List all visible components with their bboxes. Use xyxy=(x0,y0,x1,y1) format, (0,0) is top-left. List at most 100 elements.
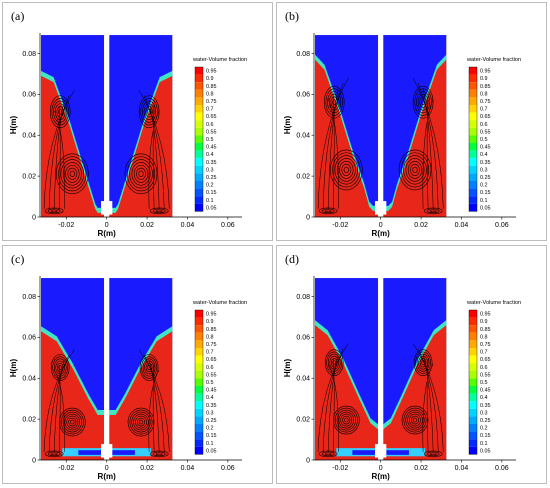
x-tick-label: 0 xyxy=(105,222,109,229)
legend-level-label: 0.1 xyxy=(206,441,214,447)
legend-swatch xyxy=(195,401,203,409)
legend-swatch xyxy=(195,340,203,348)
legend-swatch xyxy=(195,173,203,181)
legend-swatch xyxy=(195,203,203,212)
legend-swatch xyxy=(195,74,203,83)
legend-level-label: 0.8 xyxy=(206,91,214,97)
legend-swatch xyxy=(469,112,477,121)
legend-level-label: 0.6 xyxy=(206,122,214,128)
legend-title: water-Volume fraction xyxy=(466,57,521,63)
y-tick-label: 0.08 xyxy=(296,294,310,301)
legend-level-label: 0.4 xyxy=(480,152,488,158)
legend-swatch xyxy=(195,386,203,394)
legend-swatch xyxy=(469,386,477,394)
legend-level-label: 0.55 xyxy=(480,129,491,135)
impeller-block xyxy=(375,444,387,458)
legend-swatch xyxy=(195,127,203,136)
legend-level-label: 0.6 xyxy=(480,122,488,128)
y-tick-label: 0 xyxy=(32,457,36,464)
streamlines xyxy=(317,343,444,452)
legend-frame xyxy=(194,309,204,455)
y-tick-label: 0 xyxy=(306,457,310,464)
legend-level-label: 0.8 xyxy=(206,334,214,340)
vortex-right-lower xyxy=(401,405,429,435)
legend-title: water-Volume fraction xyxy=(466,300,521,306)
legend-swatch xyxy=(469,181,477,189)
y-tick-label: 0.04 xyxy=(296,133,310,140)
legend-level-label: 0.05 xyxy=(206,205,217,211)
impeller-shaft xyxy=(378,277,384,460)
legend-level-label: 0.5 xyxy=(206,380,214,386)
legend-frame xyxy=(468,309,478,455)
legend-swatch xyxy=(195,82,203,90)
x-tick-label: 0 xyxy=(379,465,383,472)
legend-swatch xyxy=(469,150,477,159)
legend-level-label: 0.85 xyxy=(480,327,491,333)
legend-swatch xyxy=(195,325,203,333)
x-tick-label: 0.04 xyxy=(455,222,469,229)
legend-level-label: 0.7 xyxy=(480,350,488,356)
subfigure-b: (b) -0.02 0 0.02 0.04 0.06 0 0.02 0.04 0.06 0.08 R(… xyxy=(276,2,547,241)
y-tick-label: 0.06 xyxy=(296,335,310,342)
x-tick-label: 0.04 xyxy=(181,222,195,229)
legend-swatch xyxy=(469,393,477,402)
impeller-shaft xyxy=(104,277,110,460)
legend-swatch xyxy=(469,105,477,113)
x-axis-label: R(m) xyxy=(98,229,117,238)
y-tick-label: 0.06 xyxy=(22,92,36,99)
x-axis-label: R(m) xyxy=(372,472,391,481)
legend-level-label: 0.25 xyxy=(480,418,491,424)
legend-level-label: 0.75 xyxy=(206,99,217,105)
y-axis-label: H(m) xyxy=(9,116,18,135)
x-tick-label: -0.02 xyxy=(332,465,348,472)
legend-swatch xyxy=(195,120,203,128)
legend-level-label: 0.3 xyxy=(480,167,488,173)
x-axis-label: R(m) xyxy=(372,229,391,238)
legend-swatch xyxy=(469,416,477,424)
legend-level-label: 0.35 xyxy=(206,160,217,166)
legend-swatch xyxy=(195,317,203,326)
legend-swatch xyxy=(469,173,477,181)
legend-level-label: 0.15 xyxy=(480,190,491,196)
y-tick-label: 0 xyxy=(32,214,36,221)
legend-level-label: 0.3 xyxy=(206,410,214,416)
legend-swatch xyxy=(195,355,203,364)
legend-swatch xyxy=(469,348,477,356)
legend-swatch xyxy=(469,446,477,455)
legend-level-label: 0.45 xyxy=(206,388,217,394)
y-tick-label: 0.04 xyxy=(22,376,36,383)
legend-swatch xyxy=(195,112,203,121)
legend-level-label: 0.05 xyxy=(206,448,217,454)
legend-level-label: 0.15 xyxy=(480,433,491,439)
x-tick-label: 0.06 xyxy=(495,222,509,229)
legend-level-label: 0.7 xyxy=(206,107,214,113)
legend-level-label: 0.75 xyxy=(480,342,491,348)
impeller-block xyxy=(375,201,387,215)
legend-swatch xyxy=(469,325,477,333)
streamlines xyxy=(43,90,170,209)
legend-level-label: 0.8 xyxy=(480,91,488,97)
legend-level-label: 0.9 xyxy=(480,319,488,325)
legend-level-label: 0.65 xyxy=(480,114,491,120)
vortex-right-upper xyxy=(138,95,160,129)
legend-swatch xyxy=(195,158,203,166)
legend-swatch xyxy=(195,143,203,151)
panel-tag: (d) xyxy=(285,252,299,266)
legend-level-label: 0.4 xyxy=(480,395,488,401)
legend-level-label: 0.5 xyxy=(480,137,488,143)
streamlines xyxy=(317,77,444,209)
legend-level-label: 0.85 xyxy=(206,327,217,333)
streamlines xyxy=(43,349,170,452)
legend-level-label: 0.2 xyxy=(480,426,488,432)
legend-swatch xyxy=(469,120,477,128)
x-tick-label: 0.06 xyxy=(495,465,509,472)
legend-level-label: 0.55 xyxy=(206,372,217,378)
subfigure-a: (a) -0.02 0 0.02 0.04 0.06 0 0.02 0.04 0.06 0.08 R(… xyxy=(2,2,273,241)
legend-level-label: 0.9 xyxy=(206,76,214,82)
vortex-left-lower xyxy=(59,407,86,437)
x-tick-label: 0.06 xyxy=(221,465,235,472)
legend-swatch xyxy=(195,97,203,105)
x-axis-label: R(m) xyxy=(98,472,117,481)
x-tick-label: -0.02 xyxy=(58,222,74,229)
vortex-right-lower xyxy=(398,149,432,191)
